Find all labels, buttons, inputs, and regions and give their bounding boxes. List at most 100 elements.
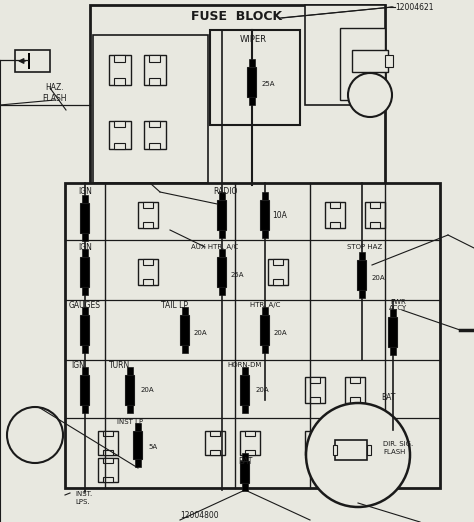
Bar bbox=[345, 377, 365, 403]
Bar bbox=[134, 431, 143, 459]
Text: 12004621: 12004621 bbox=[395, 3, 434, 11]
Bar bbox=[126, 375, 135, 405]
Bar bbox=[210, 431, 220, 436]
Bar bbox=[219, 287, 225, 295]
Bar bbox=[219, 249, 225, 257]
Bar bbox=[109, 121, 131, 149]
Bar bbox=[261, 200, 270, 230]
Text: PWR
ACCY: PWR ACCY bbox=[389, 299, 407, 312]
Text: TAIL LP: TAIL LP bbox=[162, 301, 189, 310]
Bar bbox=[240, 431, 260, 455]
Text: BAT: BAT bbox=[238, 457, 252, 467]
Circle shape bbox=[348, 73, 392, 117]
Text: INST.
LPS.: INST. LPS. bbox=[75, 492, 92, 504]
Bar bbox=[210, 450, 220, 455]
Bar bbox=[109, 55, 131, 85]
Text: 20A: 20A bbox=[371, 275, 385, 281]
Text: 5A: 5A bbox=[148, 444, 157, 450]
Bar bbox=[149, 143, 161, 149]
Bar bbox=[143, 222, 153, 228]
Text: 10A: 10A bbox=[273, 210, 287, 219]
Bar bbox=[149, 78, 161, 85]
Text: IGN: IGN bbox=[78, 243, 92, 252]
Bar bbox=[149, 55, 161, 62]
Bar bbox=[261, 315, 270, 345]
Bar bbox=[333, 445, 337, 455]
Bar bbox=[143, 259, 153, 265]
Bar bbox=[182, 307, 188, 315]
Bar bbox=[273, 279, 283, 285]
Bar bbox=[81, 203, 90, 233]
Bar bbox=[103, 458, 113, 464]
Bar bbox=[370, 222, 380, 228]
Circle shape bbox=[306, 403, 410, 507]
Bar bbox=[219, 192, 225, 200]
Bar bbox=[218, 257, 227, 287]
Circle shape bbox=[7, 407, 63, 463]
Bar bbox=[242, 453, 248, 461]
Text: STOP HAZ: STOP HAZ bbox=[347, 244, 383, 250]
Bar bbox=[389, 317, 398, 347]
Bar bbox=[82, 195, 88, 203]
Bar bbox=[367, 445, 371, 455]
Text: 20A: 20A bbox=[140, 387, 154, 393]
Bar bbox=[181, 315, 190, 345]
Bar bbox=[115, 55, 126, 62]
Text: 25A: 25A bbox=[261, 81, 275, 87]
Bar bbox=[135, 423, 141, 431]
Bar bbox=[81, 257, 90, 287]
Bar bbox=[262, 230, 268, 238]
Bar bbox=[262, 192, 268, 200]
Bar bbox=[340, 28, 385, 100]
Bar bbox=[242, 483, 248, 491]
Bar bbox=[245, 431, 255, 436]
Bar bbox=[218, 200, 227, 230]
Bar bbox=[268, 259, 288, 285]
Bar bbox=[310, 377, 320, 383]
Text: WIPER: WIPER bbox=[239, 35, 266, 44]
Text: 20A: 20A bbox=[273, 330, 287, 336]
Text: RADIO: RADIO bbox=[213, 187, 237, 196]
Bar bbox=[182, 345, 188, 353]
Bar bbox=[240, 461, 249, 483]
Bar bbox=[345, 431, 365, 455]
Bar bbox=[305, 431, 325, 455]
Bar bbox=[128, 405, 133, 413]
Bar bbox=[115, 143, 126, 149]
Bar bbox=[357, 260, 366, 290]
Bar bbox=[305, 5, 385, 105]
Bar bbox=[350, 431, 360, 436]
Bar bbox=[82, 249, 88, 257]
Text: AUX HTR. A/C: AUX HTR. A/C bbox=[191, 244, 238, 250]
Text: HTR. A/C: HTR. A/C bbox=[250, 302, 280, 308]
Text: INST LP: INST LP bbox=[117, 419, 143, 425]
Bar bbox=[247, 67, 256, 97]
Text: GAUGES: GAUGES bbox=[69, 301, 101, 310]
Bar bbox=[350, 397, 360, 403]
Bar bbox=[98, 431, 118, 455]
Text: 12004800: 12004800 bbox=[181, 511, 219, 519]
Bar bbox=[115, 121, 126, 127]
Bar bbox=[103, 450, 113, 455]
Bar bbox=[138, 259, 158, 285]
Text: IGN: IGN bbox=[78, 187, 92, 196]
Text: TURN: TURN bbox=[109, 361, 131, 370]
Bar bbox=[305, 377, 325, 403]
Bar bbox=[310, 431, 320, 436]
Bar bbox=[82, 287, 88, 295]
Bar bbox=[242, 367, 248, 375]
Bar bbox=[135, 459, 141, 467]
Bar bbox=[330, 202, 340, 208]
Text: 20A: 20A bbox=[193, 330, 207, 336]
Bar bbox=[365, 202, 385, 228]
Text: 20A: 20A bbox=[255, 387, 269, 393]
Bar bbox=[90, 5, 385, 187]
Bar bbox=[93, 35, 208, 183]
Bar bbox=[249, 59, 255, 67]
Bar bbox=[335, 440, 367, 460]
Bar bbox=[249, 97, 255, 105]
Bar bbox=[359, 252, 365, 260]
Bar bbox=[310, 397, 320, 403]
Text: HORN-DM: HORN-DM bbox=[228, 362, 262, 368]
Bar bbox=[385, 55, 393, 67]
